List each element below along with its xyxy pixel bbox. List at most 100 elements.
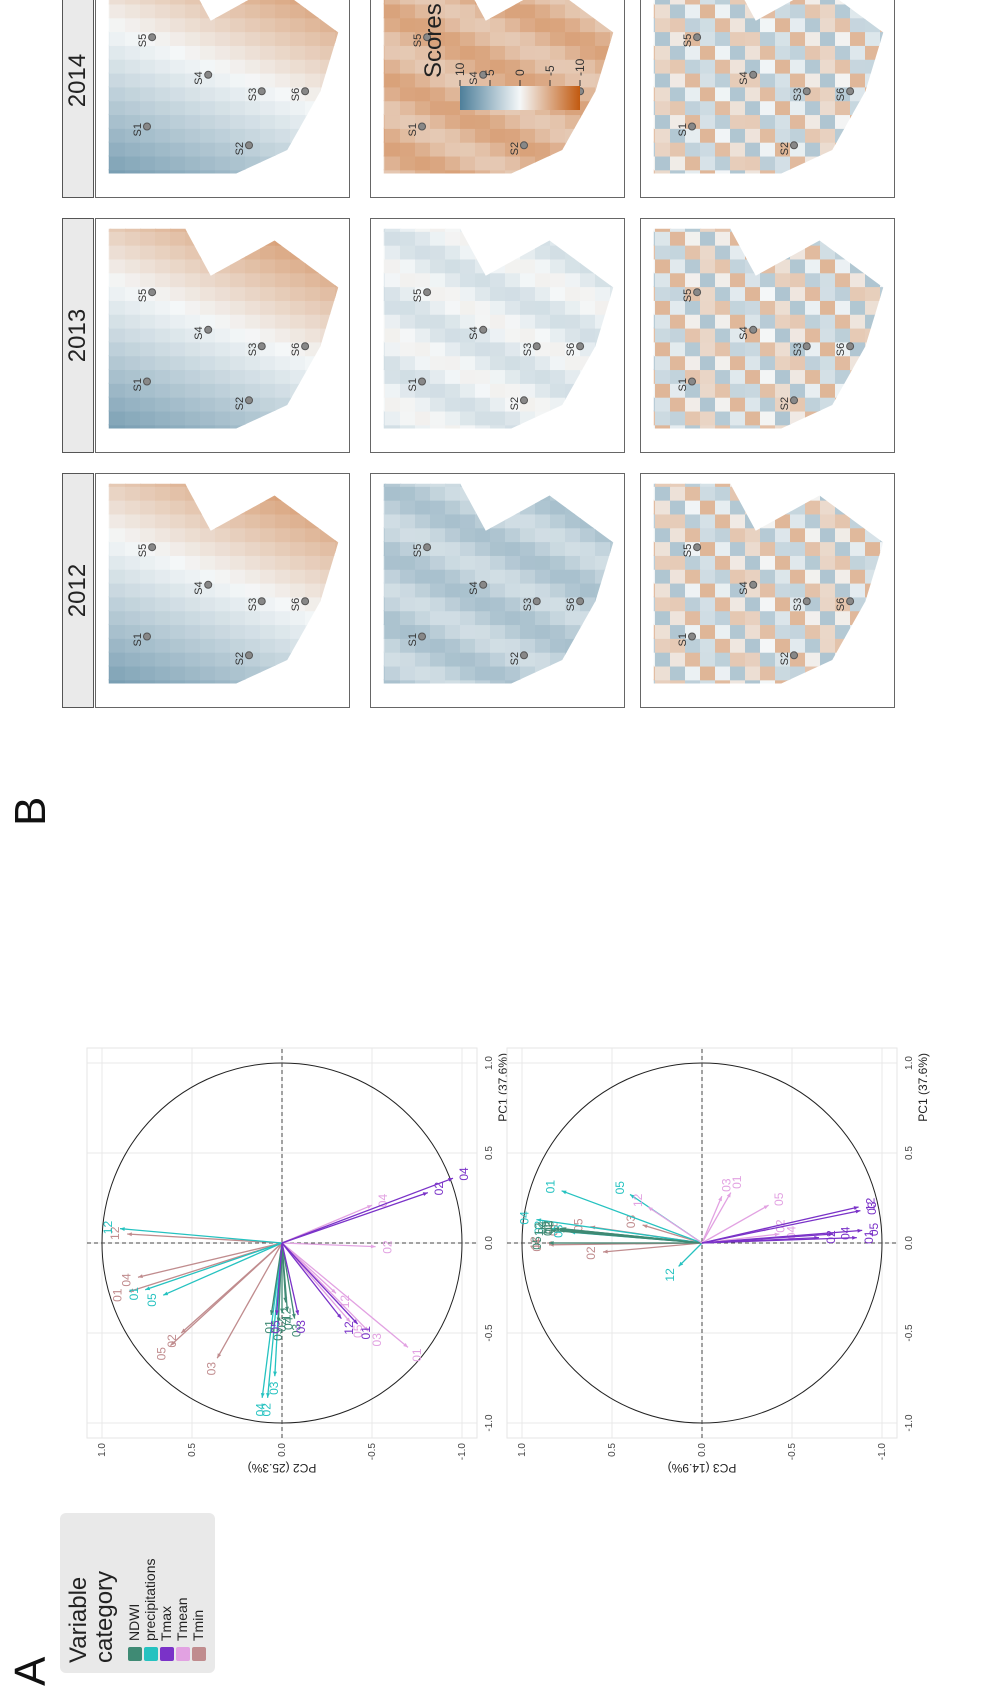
score-cell [110, 438, 126, 453]
score-cell [108, 100, 112, 116]
score-cell [170, 596, 187, 612]
score-cell [820, 410, 837, 426]
score-cell [305, 327, 322, 343]
score-cell [580, 483, 597, 487]
score-cell [715, 396, 732, 412]
score-cell [215, 438, 231, 453]
site-marker [418, 122, 426, 131]
variable-label: 12 [338, 1295, 352, 1309]
score-cell [865, 0, 882, 5]
score-cell [215, 554, 232, 570]
score-cell [290, 483, 307, 487]
score-cell [230, 155, 247, 171]
score-cell [653, 327, 657, 343]
score-cell [245, 623, 262, 639]
score-cell [290, 485, 307, 501]
score-cell [320, 113, 337, 129]
score-cell [125, 58, 142, 74]
score-cell [715, 155, 732, 171]
score-cell [730, 285, 747, 301]
score-cell [445, 155, 462, 171]
score-cell [110, 183, 126, 198]
score-cell [383, 483, 387, 487]
variable-label: 03 [719, 1178, 733, 1192]
score-cell [305, 438, 321, 453]
score-cell [245, 665, 262, 681]
score-cell [383, 540, 387, 556]
score-cell [535, 3, 552, 19]
score-cell [565, 665, 582, 681]
score-cell [400, 355, 417, 371]
score-cell [700, 141, 717, 157]
score-cell [415, 513, 432, 529]
score-cell [730, 424, 747, 429]
score-cell [550, 230, 567, 246]
score-cell [125, 100, 142, 116]
score-cell [400, 258, 417, 274]
score-cell [155, 44, 172, 60]
score-cell [715, 355, 732, 371]
score-cell [215, 568, 232, 584]
score-cell [230, 693, 246, 708]
score-cell [685, 438, 701, 453]
score-cell [760, 438, 776, 453]
score-cell [655, 100, 672, 116]
score-cell [520, 623, 537, 639]
score-cell [170, 3, 187, 19]
score-cell [260, 113, 277, 129]
score-cell [790, 17, 807, 33]
score-cell [790, 513, 807, 529]
score-cell [125, 368, 142, 384]
score-cell [215, 368, 232, 384]
score-cell [155, 483, 172, 487]
score-cell [140, 155, 157, 171]
score-cell [760, 637, 777, 653]
score-cell [580, 513, 597, 529]
site-label: S3 [792, 88, 804, 101]
score-cell [700, 30, 717, 46]
score-cell [865, 424, 882, 429]
score-cell [200, 341, 217, 357]
score-cell [685, 141, 702, 157]
score-cell [745, 58, 762, 74]
score-cell [430, 368, 447, 384]
score-cell [490, 410, 507, 426]
score-cell [790, 637, 807, 653]
score-cell [880, 623, 884, 639]
score-cell [155, 396, 172, 412]
score-cell [445, 258, 462, 274]
score-cell [385, 141, 402, 157]
score-cell [170, 527, 187, 543]
score-cell [775, 693, 791, 708]
score-cell [430, 244, 447, 260]
pca-circle-pc1-pc2: -1.0-1.0-0.5-0.50.00.00.50.51.01.0010412… [86, 1047, 510, 1475]
score-cell [760, 299, 777, 315]
score-cell [170, 58, 187, 74]
score-cell [108, 637, 112, 653]
score-cell [320, 679, 337, 684]
score-cell [700, 610, 717, 626]
score-cell [835, 679, 852, 684]
score-cell [445, 368, 462, 384]
score-cell [505, 485, 522, 501]
score-cell [820, 299, 837, 315]
score-cell [655, 637, 672, 653]
site-marker [418, 632, 426, 641]
score-cell [790, 582, 807, 598]
score-cell [460, 327, 477, 343]
score-cell [475, 169, 492, 174]
score-cell [335, 141, 339, 157]
score-cell [140, 424, 157, 429]
score-cell [108, 610, 112, 626]
arrow-head [554, 1227, 560, 1231]
score-cell [850, 424, 867, 429]
score-cell [445, 651, 462, 667]
score-cell [775, 169, 792, 174]
variable-label: 05 [530, 1236, 544, 1250]
score-cell [850, 693, 866, 708]
score-cell [140, 3, 157, 19]
score-cell [670, 17, 687, 33]
score-cell [850, 44, 867, 60]
score-cell [595, 183, 611, 198]
score-cell [670, 183, 686, 198]
